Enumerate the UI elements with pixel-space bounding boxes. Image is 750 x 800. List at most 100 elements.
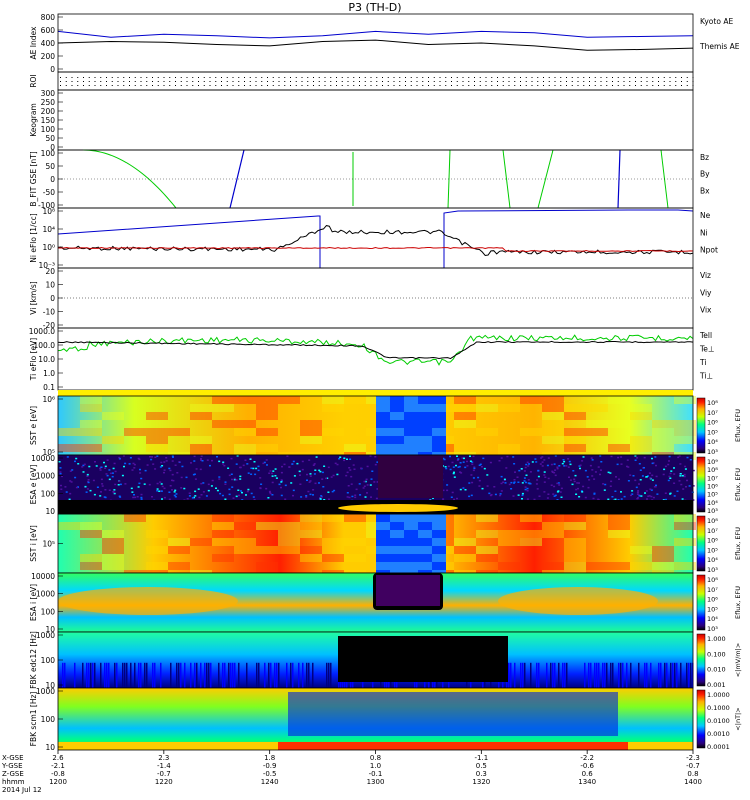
legend-entry: Themis AE <box>699 42 740 51</box>
colorbar-tick: 10³ <box>707 448 718 456</box>
ti-line <box>57 334 694 366</box>
legend-entry: By <box>700 170 710 179</box>
roi-dot <box>60 85 61 86</box>
spec-cell <box>146 444 168 452</box>
spec-pixel <box>546 497 549 499</box>
spec-cell <box>586 428 608 436</box>
spec-pixel <box>683 475 686 478</box>
spec-pixel <box>452 472 455 475</box>
tick-label: 600 <box>41 26 56 35</box>
spec-pixel <box>239 475 242 478</box>
spec-pixel <box>466 460 468 463</box>
colorbar-tick: 10⁶ <box>707 537 718 545</box>
spec-cell <box>146 412 168 420</box>
spec-cell <box>608 522 630 530</box>
spec-pixel <box>245 494 247 496</box>
spec-cell <box>234 546 256 554</box>
spec-pixel <box>584 662 586 688</box>
roi-dot <box>508 81 510 82</box>
spec-pixel <box>478 479 481 482</box>
roi-dot <box>497 85 498 86</box>
spec-pixel <box>292 494 294 497</box>
roi-dot <box>681 81 682 82</box>
spec-cell <box>376 444 390 452</box>
spec-pixel <box>94 461 96 463</box>
spec-cell <box>256 546 278 554</box>
spec-cell <box>608 562 630 570</box>
spec-pixel <box>615 476 617 478</box>
roi-dot <box>428 81 429 82</box>
roi-dot <box>129 85 130 86</box>
roi-dot <box>669 81 671 82</box>
spec-pixel <box>82 464 85 467</box>
y-axis-label: ESA e [eV] <box>29 465 38 505</box>
colorbar-label: Eflux, EFU <box>734 409 742 442</box>
spec-pixel <box>553 485 556 488</box>
spec-pixel <box>83 463 86 466</box>
spec-pixel <box>553 463 556 465</box>
roi-dot <box>318 85 320 86</box>
legend-entry: Bx <box>700 186 710 195</box>
spec-pixel <box>314 482 317 485</box>
spec-pixel <box>305 496 308 498</box>
spec-pixel <box>205 495 208 497</box>
spec-pixel <box>442 489 445 492</box>
spec-pixel <box>506 455 509 458</box>
spec-pixel <box>283 463 286 466</box>
spec-pixel <box>602 483 605 485</box>
spec-pixel <box>673 473 676 475</box>
spec-pixel <box>193 496 195 499</box>
spec-pixel <box>573 480 576 483</box>
spec-pixel <box>309 493 312 496</box>
spec-pixel <box>176 472 179 474</box>
spec-cell <box>146 546 168 554</box>
spec-pixel <box>278 662 280 688</box>
spec-pixel <box>510 488 513 490</box>
spec-pixel <box>359 494 362 496</box>
spec-pixel <box>576 482 579 484</box>
roi-dot <box>249 85 251 86</box>
spec-pixel <box>366 484 369 486</box>
roi-dot <box>106 77 107 78</box>
spec-cell <box>322 554 344 562</box>
roi-dot <box>537 85 539 86</box>
roi-dot <box>88 85 90 86</box>
spec-pixel <box>59 471 62 473</box>
spec-pixel <box>95 465 98 467</box>
spec-pixel <box>280 486 282 489</box>
spec-pixel <box>350 475 353 478</box>
roi-dot <box>94 77 96 78</box>
roi-dot <box>232 77 234 78</box>
roi-dot <box>77 77 79 78</box>
spec-pixel <box>321 478 324 480</box>
y-axis-label: SST e [eV] <box>29 406 38 445</box>
roi-dot <box>215 81 217 82</box>
legend-entry: Viy <box>700 288 712 297</box>
spec-pixel <box>163 496 166 499</box>
spec-cell <box>322 404 344 412</box>
spec-pixel <box>138 662 140 688</box>
spec-pixel <box>655 475 658 478</box>
spec-pixel <box>636 493 639 495</box>
spec-pixel <box>667 479 670 482</box>
spec-pixel <box>64 662 66 688</box>
roi-dot <box>491 77 493 78</box>
spec-pixel <box>668 475 671 478</box>
spec-pixel <box>161 485 164 488</box>
fbk-b-low-band-hot <box>278 742 628 750</box>
spec-pixel <box>259 477 262 479</box>
spec-cell <box>630 404 652 412</box>
spec-pixel <box>629 474 632 476</box>
spec-pixel <box>610 480 613 483</box>
spec-pixel <box>453 498 456 501</box>
spec-cell <box>300 554 322 562</box>
spec-pixel <box>620 456 623 458</box>
roi-dot <box>531 77 533 78</box>
spec-pixel <box>478 485 481 487</box>
roi-dot <box>571 81 573 82</box>
spec-pixel <box>610 662 612 688</box>
spec-pixel <box>669 492 672 495</box>
roi-dot <box>376 77 378 78</box>
roi-dot <box>336 85 337 86</box>
spec-pixel <box>680 662 682 688</box>
